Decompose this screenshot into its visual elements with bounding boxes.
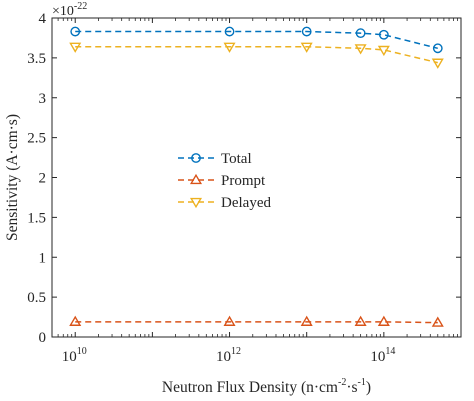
series-delayed — [69, 42, 444, 69]
y-tick-label: 0 — [39, 330, 47, 346]
data-point-prompt-3 — [354, 315, 367, 326]
data-point-delayed-5 — [431, 58, 444, 69]
y-axis-title: Sensitivity (A·cm·s) — [4, 114, 21, 241]
series-prompt — [69, 315, 444, 327]
x-axis-title-exp1: -2 — [338, 377, 346, 388]
legend-label: Prompt — [221, 173, 266, 189]
data-point-delayed-1 — [223, 42, 236, 53]
y-exponent-power: -22 — [74, 1, 87, 12]
data-point-delayed-3 — [354, 44, 367, 55]
data-point-total-1 — [224, 26, 235, 37]
x-tick-power: 10 — [77, 346, 87, 357]
legend-entry-total: Total — [178, 151, 252, 167]
y-tick-label: 1.5 — [27, 210, 46, 226]
y-tick-label: 4 — [39, 11, 47, 27]
y-exponent-base: ×10 — [52, 4, 74, 19]
data-point-prompt-0 — [69, 315, 82, 326]
x-axis-title-suffix: ) — [366, 379, 371, 396]
x-tick-power: 14 — [385, 346, 395, 357]
legend-marker — [189, 173, 203, 185]
plot-background — [52, 18, 461, 337]
legend-marker — [189, 197, 203, 209]
legend-label: Total — [221, 151, 252, 167]
data-point-total-4 — [378, 29, 389, 40]
data-point-total-2 — [301, 26, 312, 37]
x-tick-base: 10 — [62, 349, 77, 365]
data-point-prompt-2 — [300, 315, 313, 326]
x-tick-label: 1010 — [62, 346, 87, 365]
x-tick-base: 10 — [370, 349, 385, 365]
y-exponent-label: ×10-22 — [52, 1, 87, 19]
y-tick-label: 3.5 — [27, 51, 46, 67]
data-point-delayed-2 — [300, 42, 313, 53]
x-axis-title: Neutron Flux Density (n·cm-2·s-1) — [162, 377, 371, 396]
legend: Total Prompt Delayed — [178, 151, 271, 211]
legend-label: Delayed — [221, 195, 271, 211]
data-point-total-3 — [355, 28, 366, 39]
y-tick-label: 2.5 — [27, 131, 46, 147]
data-point-delayed-0 — [69, 42, 82, 53]
legend-entry-prompt: Prompt — [178, 173, 266, 189]
data-point-prompt-5 — [431, 316, 444, 327]
data-point-delayed-4 — [377, 45, 390, 57]
data-point-prompt-1 — [223, 315, 236, 326]
y-tick-label: 2 — [39, 171, 47, 187]
series-layer — [69, 26, 444, 327]
y-tick-label: 1 — [39, 250, 47, 266]
data-point-prompt-4 — [377, 315, 390, 326]
x-tick-base: 10 — [216, 349, 231, 365]
data-point-total-0 — [70, 26, 81, 37]
plot-area — [52, 18, 461, 337]
x-tick-power: 12 — [231, 346, 241, 357]
series-total — [70, 26, 443, 54]
y-tick-label: 0.5 — [27, 290, 46, 306]
legend-marker — [191, 153, 201, 163]
x-axis-title-exp2: -1 — [358, 377, 366, 388]
y-tick-label: 3 — [39, 91, 47, 107]
x-axis-title-prefix: Neutron Flux Density (n·cm — [162, 379, 338, 396]
data-point-total-5 — [432, 43, 443, 54]
x-tick-label: 1014 — [370, 346, 395, 365]
x-tick-label: 1012 — [216, 346, 241, 365]
x-axis-title-mid: ·s — [346, 379, 357, 396]
legend-entry-delayed: Delayed — [178, 195, 271, 211]
